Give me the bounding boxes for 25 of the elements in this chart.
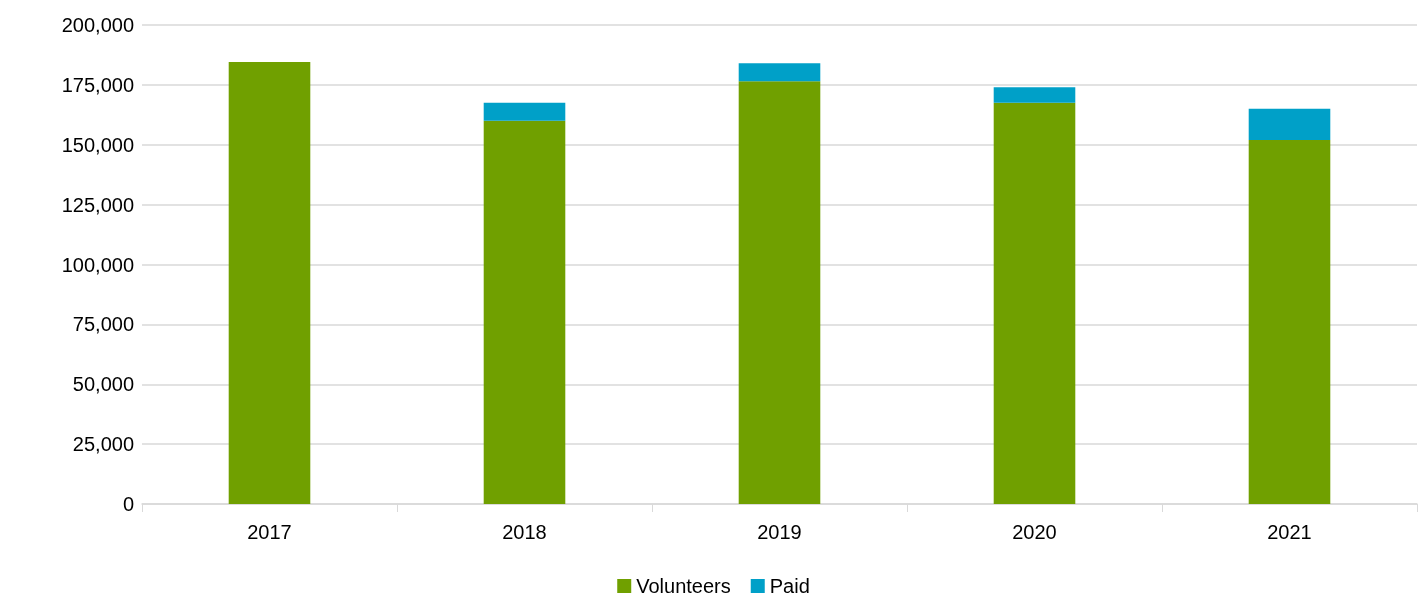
y-tick-label: 200,000: [61, 14, 134, 36]
legend-label: Paid: [769, 575, 810, 597]
bar: [993, 102, 1076, 504]
y-tick-label: 0: [122, 493, 134, 515]
x-tick-label: 2017: [247, 521, 292, 543]
x-tick-label: 2020: [1012, 521, 1057, 543]
legend-label: Volunteers: [636, 575, 731, 597]
bar: [483, 102, 566, 121]
y-tick-label: 175,000: [61, 73, 134, 96]
bar: [738, 63, 821, 82]
bar: [483, 120, 566, 504]
y-tick-label: 25,000: [72, 433, 134, 456]
y-tick-label: 75,000: [72, 313, 134, 336]
bar: [738, 81, 821, 504]
bar: [1248, 108, 1331, 140]
y-tick-label: 100,000: [61, 253, 134, 276]
x-tick-label: 2018: [502, 521, 547, 543]
bar: [993, 87, 1076, 103]
x-tick-label: 2021: [1267, 521, 1312, 543]
bar: [228, 62, 311, 504]
bar: [1248, 139, 1331, 504]
y-tick-label: 150,000: [61, 133, 134, 156]
y-tick-label: 50,000: [72, 373, 134, 396]
y-tick-label: 125,000: [61, 193, 134, 216]
x-tick-label: 2019: [757, 521, 802, 543]
